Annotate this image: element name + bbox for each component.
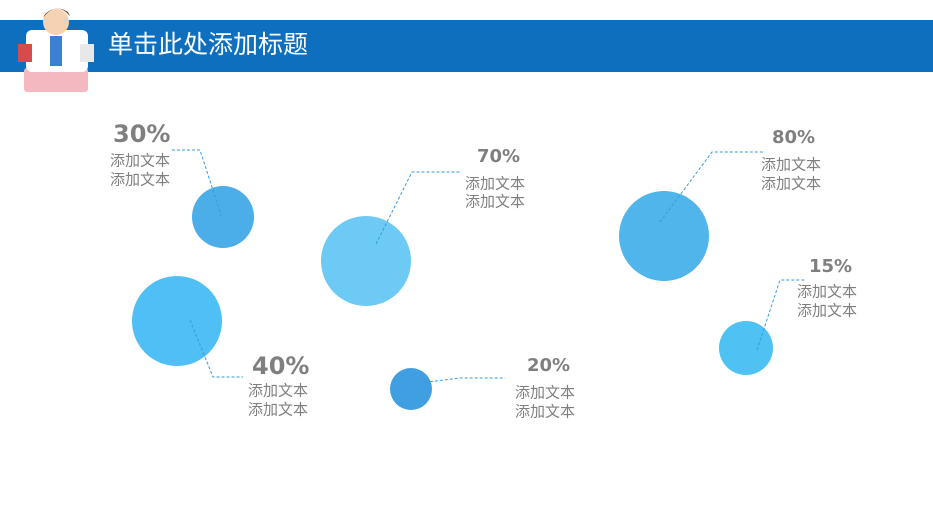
percent-label: 80% <box>772 127 815 148</box>
text-line: 添加文本 <box>515 384 575 402</box>
text-line: 添加文本 <box>761 175 821 193</box>
percent-label: 15% <box>809 256 852 277</box>
percent-label: 30% <box>113 120 170 148</box>
title: 单击此处添加标题 <box>108 30 308 59</box>
percent-label: 20% <box>527 355 570 376</box>
bubble <box>192 186 254 248</box>
text-line: 添加文本 <box>465 175 525 193</box>
bubble <box>719 321 773 375</box>
percent-label: 70% <box>477 146 520 167</box>
text-line: 添加文本 <box>515 403 575 421</box>
text-line: 添加文本 <box>248 382 308 400</box>
bubble <box>390 368 432 410</box>
text-line: 添加文本 <box>797 302 857 320</box>
text-line: 添加文本 <box>110 152 170 170</box>
bubble <box>321 216 411 306</box>
bubble <box>619 191 709 281</box>
text-line: 添加文本 <box>797 283 857 301</box>
bubble <box>132 276 222 366</box>
leader-line <box>375 171 460 245</box>
text-line: 添加文本 <box>248 401 308 419</box>
leader-line <box>189 319 243 378</box>
text-line: 添加文本 <box>465 193 525 211</box>
leader-line <box>172 149 223 219</box>
leader-line <box>756 279 805 351</box>
leader-line <box>419 377 505 384</box>
text-line: 添加文本 <box>110 171 170 189</box>
percent-label: 40% <box>252 352 309 380</box>
leader-line <box>659 151 765 223</box>
header-bar <box>0 20 933 72</box>
text-line: 添加文本 <box>761 156 821 174</box>
doctor-icon <box>18 8 94 92</box>
